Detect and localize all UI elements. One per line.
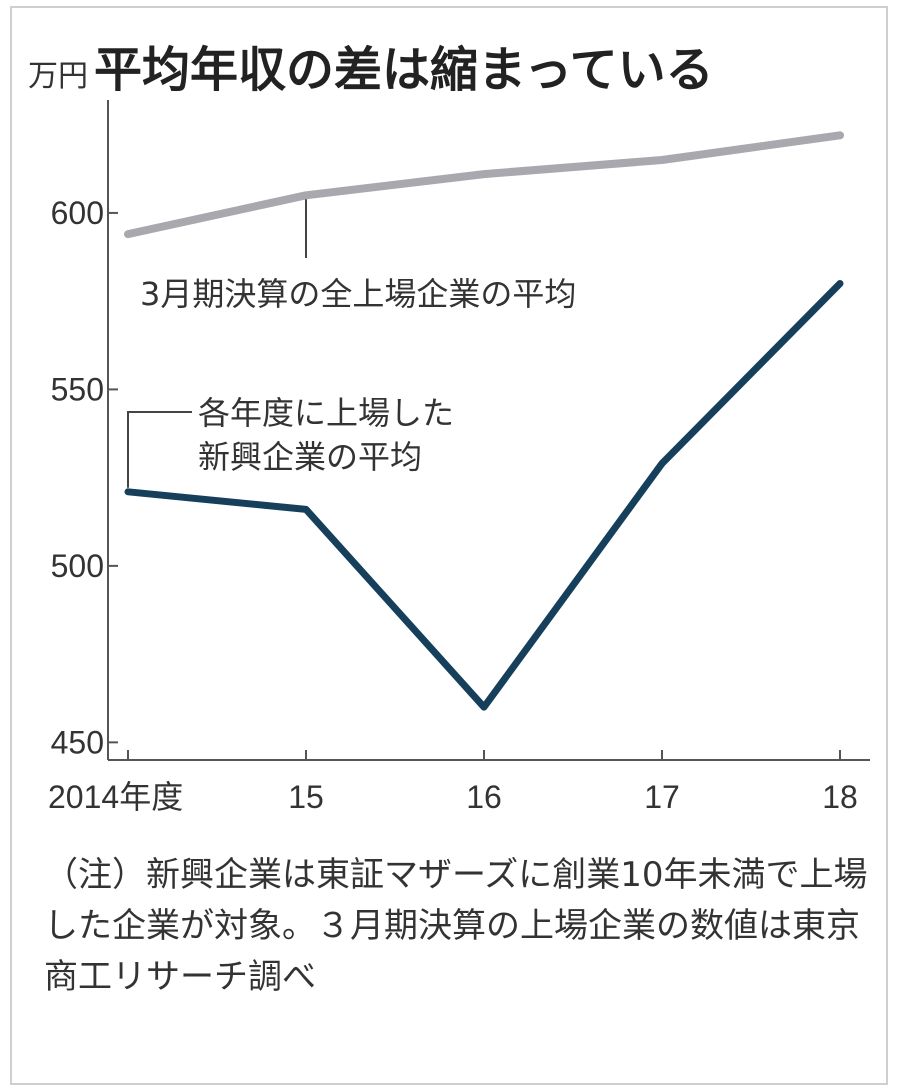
x-tick-label-3: 17 (644, 779, 680, 815)
y-tick-label-500: 500 (51, 548, 104, 584)
series-line-0 (124, 131, 844, 239)
series-1-leader (127, 411, 192, 488)
title-row: 万円 平均年収の差は縮まっている (28, 30, 714, 100)
series-1-label-line-1: 新興企業の平均 (198, 438, 422, 476)
series-1-label-line-0: 各年度に上場した (198, 394, 454, 432)
y-tick-label-550: 550 (51, 371, 104, 407)
series-lines (124, 131, 844, 711)
y-unit-label: 万円 (28, 59, 88, 94)
y-tick-label-450: 450 (51, 724, 104, 760)
x-tick-label-0: 2014年度 (48, 779, 183, 815)
series-0-label: 3月期決算の全上場企業の平均 (140, 275, 576, 313)
figure-frame (10, 6, 888, 1085)
series-line-1 (124, 280, 844, 711)
x-tick-label-1: 15 (288, 779, 324, 815)
y-tick-label-600: 600 (51, 195, 104, 231)
footnote: （注）新興企業は東証マザーズに創業10年未満で上場した企業が対象。３月期決算の上… (44, 855, 868, 997)
x-tick-label-4: 18 (822, 779, 858, 815)
x-tick-label-2: 16 (466, 779, 502, 815)
chart-title: 平均年収の差は縮まっている (94, 42, 714, 98)
x-ticks: 2014年度 15 16 17 18 (48, 750, 858, 815)
y-ticks: 450 500 550 600 (51, 195, 118, 760)
